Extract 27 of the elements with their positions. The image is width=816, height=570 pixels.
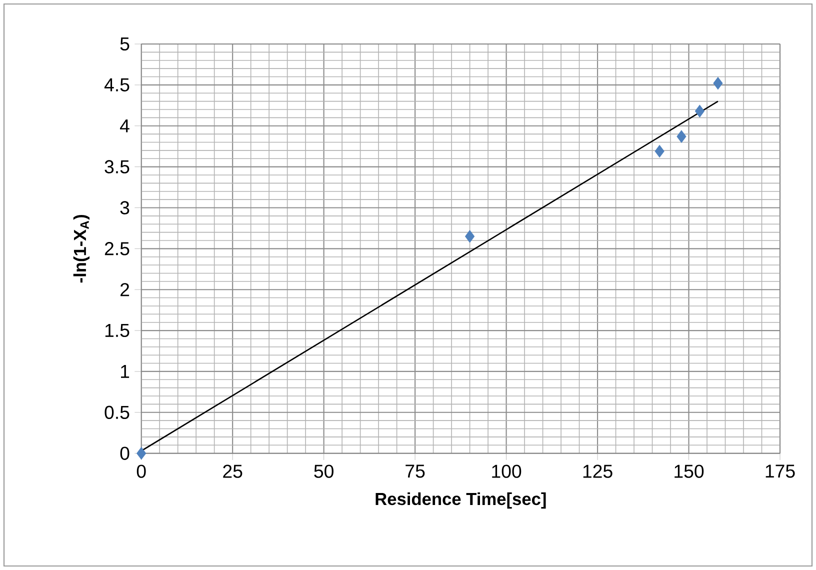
x-axis-title: Residence Time[sec]: [376, 492, 546, 509]
x-tick-label: 175: [766, 464, 795, 478]
y-axis-title: -ln(1-X$_{A}$): [73, 214, 90, 283]
point: [694, 104, 704, 118]
point: [713, 77, 723, 90]
x-tick-label: 75: [406, 464, 425, 478]
point: [676, 130, 686, 143]
y-tick-label: 5: [120, 37, 130, 51]
y-tick-label: 4: [120, 119, 130, 132]
x-tick-label: 25: [223, 464, 242, 478]
y-tick-label: 0.5: [104, 406, 130, 420]
y-tick-label: 1: [121, 365, 130, 378]
y-tick-label: 0: [120, 446, 130, 460]
x-tick-label: 150: [674, 464, 704, 478]
y-tick-label: 3: [120, 201, 130, 214]
x-tick-label: 0: [136, 464, 146, 478]
point: [136, 447, 146, 460]
y-tick-label: 3.5: [104, 160, 130, 174]
x-tick-label: 100: [492, 464, 522, 478]
x-tick-label: 125: [583, 464, 612, 478]
x-tick-label: 50: [314, 464, 334, 478]
point: [654, 144, 664, 158]
y-tick-label: 2.5: [104, 242, 130, 256]
y-tick-label: 4.5: [104, 78, 130, 92]
y-tick-label: 2: [120, 283, 130, 296]
y-tick-label: 1.5: [105, 324, 130, 338]
point: [465, 230, 475, 243]
